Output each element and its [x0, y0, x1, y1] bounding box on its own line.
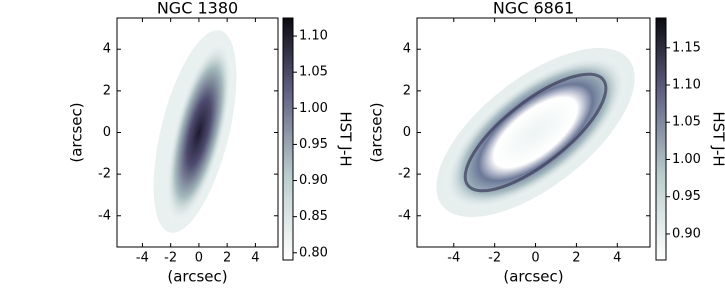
colorbar: [282, 17, 294, 261]
y-tick-label: 4: [103, 42, 111, 57]
colorbar-tick-label: 1.10: [672, 78, 701, 93]
colorbar-tick-label: 0.95: [672, 189, 701, 204]
colorbar: [655, 17, 667, 261]
chart-title: NGC 1380: [157, 0, 238, 18]
colorbar-tick-label: 0.95: [299, 137, 328, 152]
galaxy-ring: [463, 72, 608, 193]
galaxy-disk: [165, 39, 233, 226]
colorbar-tick-label: 0.90: [672, 226, 701, 241]
colorbar-tick-label: 1.05: [672, 115, 701, 130]
y-tick-label: -2: [98, 167, 111, 182]
y-axis-label: (arcsec): [68, 102, 86, 162]
colorbar-tick-label: 1.00: [299, 101, 328, 116]
chart-title: NGC 6861: [493, 0, 574, 18]
colorbar-tick-label: 0.90: [299, 173, 328, 188]
x-tick-label: 4: [251, 251, 259, 266]
colorbar-tick-label: 1.15: [672, 40, 701, 55]
y-tick-label: 0: [103, 125, 111, 140]
y-tick-label: 0: [403, 125, 411, 140]
x-tick-label: 0: [531, 251, 539, 266]
x-tick-label: -4: [136, 251, 149, 266]
colorbar-tick-label: 0.85: [299, 209, 328, 224]
x-axis-label: (arcsec): [503, 268, 563, 286]
x-axis-label: (arcsec): [167, 268, 227, 286]
x-tick-label: 2: [223, 251, 231, 266]
x-tick-label: -4: [447, 251, 460, 266]
x-tick-label: 2: [572, 251, 580, 266]
x-tick-label: -2: [488, 251, 501, 266]
colorbar-tick-label: 1.05: [299, 65, 328, 80]
y-tick-label: 2: [103, 83, 111, 98]
colorbar-label: HST J-H: [710, 111, 725, 166]
x-tick-label: 4: [613, 251, 621, 266]
galaxy-disk: [443, 54, 628, 211]
y-axis-label: (arcsec): [368, 102, 386, 162]
x-tick-label: 0: [195, 251, 203, 266]
y-tick-label: -4: [398, 208, 411, 223]
x-tick-label: -2: [164, 251, 177, 266]
y-tick-label: -2: [398, 167, 411, 182]
y-tick-label: 4: [403, 42, 411, 57]
colorbar-tick-label: 0.80: [299, 245, 328, 260]
colorbar-tick-label: 1.00: [672, 152, 701, 167]
colorbar-tick-label: 1.10: [299, 29, 328, 44]
y-tick-label: 2: [403, 83, 411, 98]
colorbar-label: HST J-H: [337, 111, 355, 166]
y-tick-label: -4: [98, 208, 111, 223]
